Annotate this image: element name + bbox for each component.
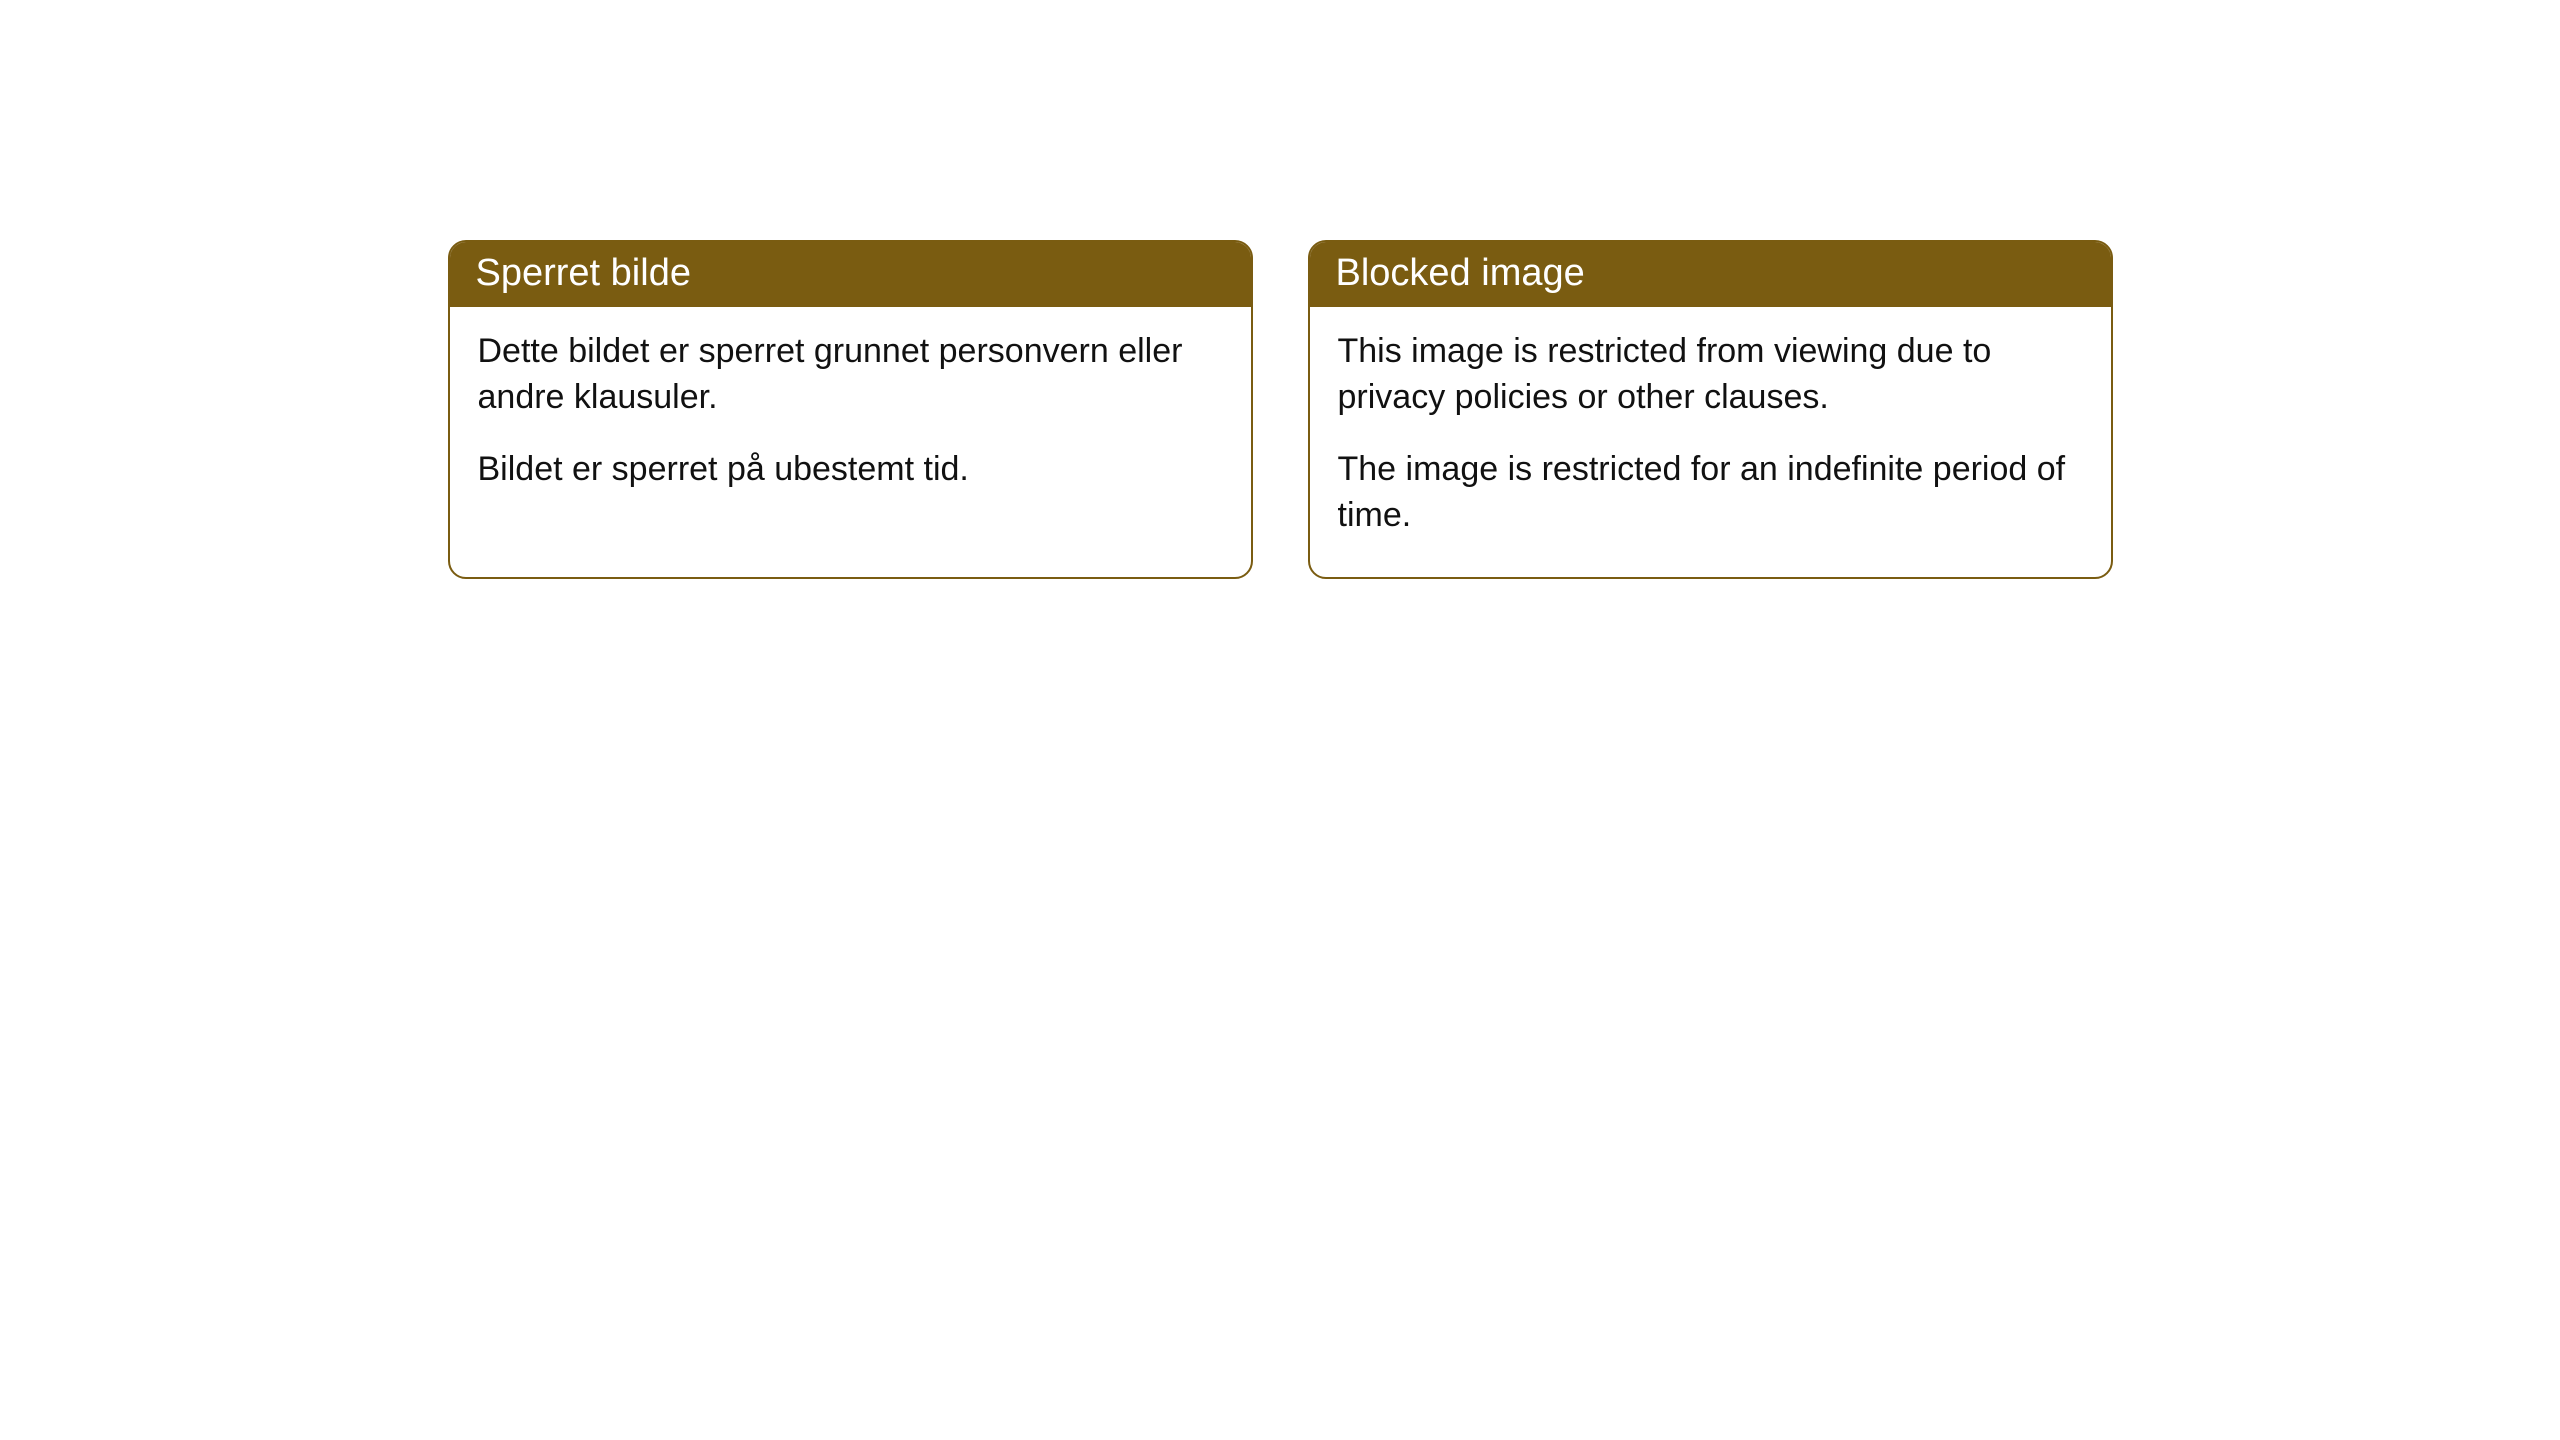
card-body-no: Dette bildet er sperret grunnet personve… bbox=[450, 307, 1251, 531]
card-body-en: This image is restricted from viewing du… bbox=[1310, 307, 2111, 577]
card-text-en-2: The image is restricted for an indefinit… bbox=[1338, 447, 2083, 539]
card-text-no-1: Dette bildet er sperret grunnet personve… bbox=[478, 329, 1223, 421]
card-title-no: Sperret bilde bbox=[476, 252, 691, 294]
card-title-en: Blocked image bbox=[1336, 252, 1585, 294]
card-text-en-1: This image is restricted from viewing du… bbox=[1338, 329, 2083, 421]
card-header-en: Blocked image bbox=[1310, 242, 2111, 307]
blocked-image-card-en: Blocked image This image is restricted f… bbox=[1308, 240, 2113, 579]
notice-container: Sperret bilde Dette bildet er sperret gr… bbox=[448, 240, 2113, 579]
card-text-no-2: Bildet er sperret på ubestemt tid. bbox=[478, 447, 1223, 493]
card-header-no: Sperret bilde bbox=[450, 242, 1251, 307]
blocked-image-card-no: Sperret bilde Dette bildet er sperret gr… bbox=[448, 240, 1253, 579]
